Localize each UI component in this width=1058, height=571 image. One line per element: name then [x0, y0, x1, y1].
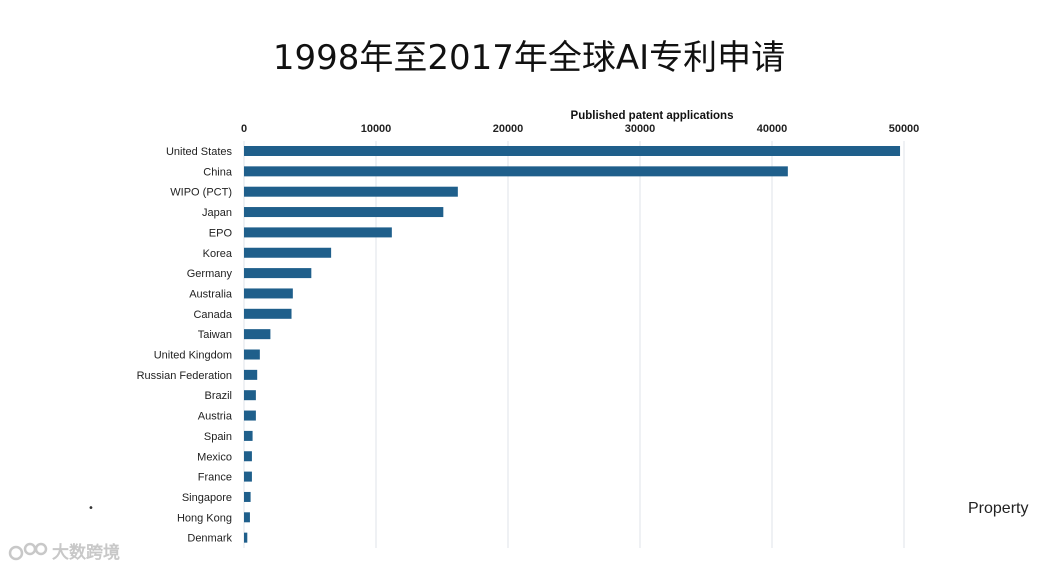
bar: [244, 329, 271, 340]
brand-logo-icon: [8, 542, 48, 560]
category-label: France: [198, 472, 232, 484]
x-tick-label: 20000: [493, 123, 524, 135]
bar: [244, 451, 252, 462]
watermark: 大数跨境: [8, 538, 120, 563]
bar: [244, 268, 312, 279]
category-label: Denmark: [187, 533, 232, 545]
bar: [244, 308, 292, 319]
category-label: Taiwan: [198, 329, 232, 341]
bar: [244, 247, 332, 258]
category-label: EPO: [209, 227, 233, 239]
category-label: Germany: [187, 268, 233, 280]
category-label: Russian Federation: [137, 370, 232, 382]
category-label: United Kingdom: [154, 350, 232, 362]
chart-grid: [243, 141, 905, 548]
category-label: United States: [166, 146, 233, 158]
x-tick-label: 10000: [361, 123, 392, 135]
bar: [244, 369, 258, 380]
bar: [244, 471, 252, 482]
category-label: Australia: [189, 288, 233, 300]
bar: [244, 349, 260, 360]
category-label: China: [203, 166, 233, 178]
bar: [244, 430, 253, 441]
category-label: Spain: [204, 431, 232, 443]
bar: [244, 227, 392, 238]
x-tick-label: 0: [241, 123, 247, 135]
bar: [244, 532, 248, 543]
category-label: Brazil: [204, 390, 232, 402]
bullet-mark: •: [88, 503, 94, 514]
bar: [244, 166, 788, 177]
bars: [244, 146, 901, 543]
bar: [244, 207, 444, 218]
bar: [244, 288, 293, 299]
x-tick-label: 40000: [757, 123, 788, 135]
category-label: Mexico: [197, 451, 232, 463]
category-label: Hong Kong: [177, 512, 232, 524]
bar: [244, 491, 251, 502]
bar: [244, 146, 901, 156]
bar: [244, 512, 250, 523]
side-text: Property: [968, 500, 1029, 517]
bar: [244, 390, 256, 401]
x-tick-label: 30000: [625, 123, 656, 135]
category-labels: United States China WIPO (PCT) Japan EPO Kore…: [137, 146, 233, 545]
x-axis-title: Published patent applications: [571, 110, 734, 122]
category-label: WIPO (PCT): [170, 187, 232, 199]
x-axis-ticks: 0 10000 20000 30000 40000 50000: [241, 123, 919, 135]
watermark-text: 大数跨境: [52, 543, 120, 563]
category-label: Singapore: [182, 492, 232, 504]
x-tick-label: 50000: [889, 123, 920, 135]
category-label: Korea: [203, 248, 233, 260]
bar: [244, 186, 458, 197]
category-label: Japan: [202, 207, 232, 219]
category-label: Canada: [193, 309, 232, 321]
bar: [244, 410, 256, 421]
category-label: Austria: [198, 411, 233, 423]
page-title: 1998年至2017年全球AI专利申请: [272, 38, 786, 78]
